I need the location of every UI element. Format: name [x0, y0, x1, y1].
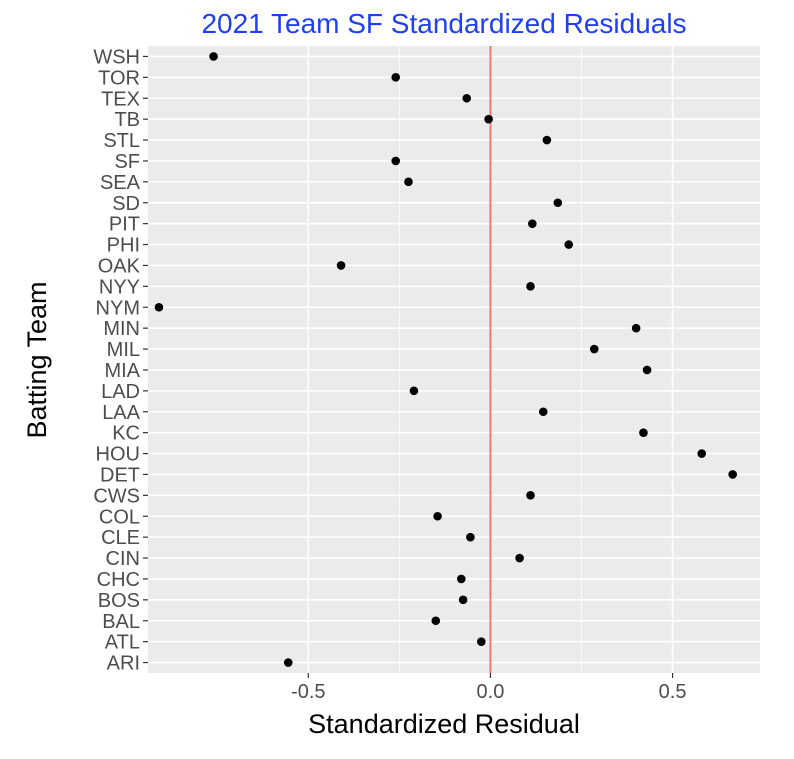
x-tick-label: 0.0 — [477, 681, 505, 703]
x-axis-title: Standardized Residual — [308, 709, 580, 739]
chart-title: 2021 Team SF Standardized Residuals — [201, 8, 686, 39]
y-tick-label: PIT — [109, 214, 140, 236]
y-tick-label: ATL — [105, 632, 140, 654]
data-point-nyy — [526, 282, 535, 291]
data-point-tor — [391, 73, 401, 82]
y-tick-label: CIN — [106, 548, 140, 570]
y-tick-label: PHI — [107, 235, 140, 257]
x-tick-label: 0.5 — [659, 681, 687, 703]
y-tick-label: BAL — [102, 611, 140, 633]
data-point-col — [433, 511, 442, 521]
y-tick-label: DET — [100, 464, 140, 486]
data-point-det — [728, 470, 737, 479]
data-point-stl — [542, 135, 552, 145]
data-point-cws — [526, 491, 535, 500]
data-point-cle — [466, 532, 475, 542]
y-tick-label: SEA — [100, 172, 141, 194]
data-point-wsh — [209, 52, 218, 61]
y-tick-label: BOS — [98, 590, 140, 612]
y-tick-label: MIN — [103, 318, 140, 340]
y-axis-ticks: WSHTORTEXTBSTLSFSEASDPITPHIOAKNYYNYMMINM… — [93, 46, 148, 675]
y-tick-label: HOU — [96, 444, 140, 466]
y-tick-label: LAD — [101, 381, 140, 403]
y-tick-label: TEX — [101, 88, 140, 110]
y-tick-label: LAA — [102, 402, 140, 424]
y-tick-label: ARI — [107, 653, 140, 675]
y-tick-label: CWS — [93, 485, 140, 507]
data-point-kc — [639, 428, 648, 437]
y-tick-label: CLE — [101, 527, 140, 549]
y-tick-label: TOR — [98, 67, 140, 89]
data-point-cin — [515, 553, 524, 563]
data-point-mia — [642, 365, 652, 375]
y-tick-label: KC — [112, 423, 140, 445]
data-point-sf — [391, 156, 401, 166]
y-tick-label: NYM — [96, 297, 140, 319]
y-tick-label: SD — [112, 193, 140, 215]
data-point-tb — [484, 114, 493, 124]
y-tick-label: NYY — [99, 276, 140, 298]
data-point-bal — [431, 616, 441, 626]
data-point-phi — [564, 240, 574, 249]
x-axis-ticks: -0.5 0.0 0.5 — [291, 673, 686, 703]
grid-lines — [148, 46, 760, 673]
data-point-sd — [553, 198, 563, 208]
data-point-hou — [697, 449, 707, 458]
y-tick-label: COL — [99, 506, 140, 528]
data-point-mil — [589, 344, 599, 354]
y-tick-label: SF — [114, 151, 140, 173]
data-point-min — [631, 323, 641, 333]
y-axis-title: Batting Team — [22, 281, 52, 438]
data-point-laa — [538, 407, 548, 417]
plot-panel — [148, 46, 760, 673]
y-tick-label: WSH — [93, 46, 140, 68]
y-tick-label: OAK — [98, 255, 141, 277]
data-points — [154, 52, 737, 667]
y-tick-label: MIA — [104, 360, 140, 382]
data-point-bos — [458, 595, 468, 605]
data-point-pit — [528, 219, 537, 228]
data-point-oak — [336, 261, 346, 270]
y-tick-label: CHC — [97, 569, 140, 591]
y-tick-label: MIL — [107, 339, 140, 361]
data-point-ari — [283, 658, 293, 667]
y-tick-label: STL — [103, 130, 140, 152]
data-point-nym — [154, 302, 164, 312]
data-point-sea — [404, 177, 413, 187]
data-point-chc — [456, 574, 466, 584]
data-point-lad — [409, 386, 419, 396]
data-point-atl — [477, 637, 486, 646]
x-tick-label: -0.5 — [291, 681, 325, 703]
y-tick-label: TB — [114, 109, 140, 131]
data-point-tex — [462, 93, 472, 103]
